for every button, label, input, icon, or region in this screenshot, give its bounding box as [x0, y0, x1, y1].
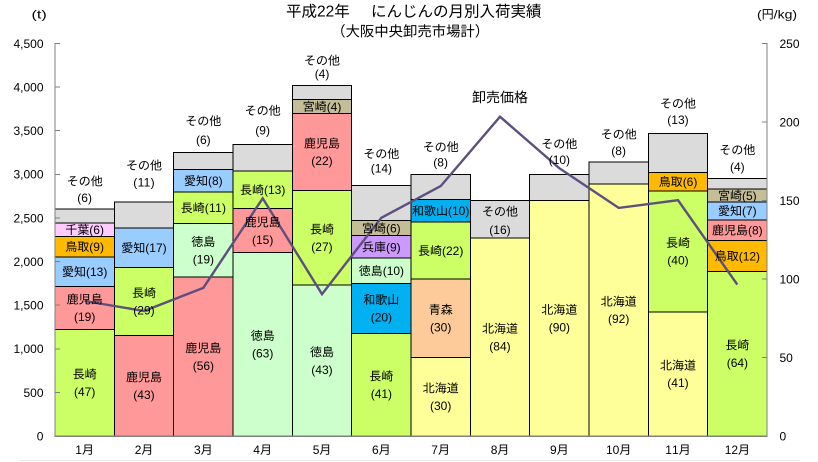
svg-text:11: 11: [665, 443, 679, 457]
svg-text:5: 5: [313, 443, 320, 457]
svg-text:2: 2: [135, 443, 142, 457]
svg-text:(9): (9): [386, 240, 401, 254]
svg-text:0: 0: [37, 429, 44, 443]
svg-text:(22): (22): [311, 154, 332, 168]
svg-text:7: 7: [431, 443, 438, 457]
svg-text:(64): (64): [727, 356, 748, 370]
svg-text:4,500: 4,500: [14, 37, 44, 51]
svg-text:(14): (14): [371, 161, 392, 175]
svg-text:250: 250: [780, 37, 800, 51]
svg-text:4: 4: [253, 443, 260, 457]
svg-text:(30): (30): [430, 399, 451, 413]
svg-text:50: 50: [780, 351, 794, 365]
svg-text:(19): (19): [74, 310, 95, 324]
svg-text:(19): (19): [193, 253, 214, 267]
svg-text:(9): (9): [255, 124, 270, 138]
svg-text:(t): (t): [32, 7, 47, 21]
svg-text:3,000: 3,000: [14, 168, 44, 182]
svg-text:2,000: 2,000: [14, 255, 44, 269]
svg-text:(8): (8): [208, 174, 223, 188]
svg-text:(11): (11): [133, 176, 154, 190]
svg-text:(40): (40): [667, 254, 688, 268]
svg-text:(92): (92): [608, 312, 629, 326]
svg-text:(6): (6): [683, 175, 698, 189]
svg-text:(8): (8): [611, 144, 626, 158]
svg-text:4,000: 4,000: [14, 81, 44, 95]
svg-text:(84): (84): [489, 339, 510, 353]
svg-text:22: 22: [317, 4, 334, 21]
svg-text:(11): (11): [205, 201, 226, 215]
svg-text:(10): (10): [448, 204, 469, 218]
svg-text:(16): (16): [489, 223, 510, 237]
svg-text:(8): (8): [748, 224, 763, 238]
svg-text:6: 6: [372, 443, 379, 457]
svg-text:1,000: 1,000: [14, 342, 44, 356]
svg-text:(13): (13): [667, 113, 688, 127]
svg-text:(7): (7): [742, 204, 757, 218]
svg-text:(: (: [757, 7, 762, 21]
svg-text:(10): (10): [383, 264, 404, 278]
svg-text:(4): (4): [730, 160, 745, 174]
svg-text:2,500: 2,500: [14, 211, 44, 225]
svg-text:0: 0: [780, 429, 787, 443]
svg-text:(43): (43): [133, 388, 154, 402]
svg-text:3,500: 3,500: [14, 124, 44, 138]
svg-text:(90): (90): [549, 320, 570, 334]
svg-text:(6): (6): [89, 223, 104, 237]
svg-text:10: 10: [606, 443, 620, 457]
svg-text:(20): (20): [371, 311, 392, 325]
svg-text:1: 1: [75, 443, 82, 457]
svg-text:(6): (6): [386, 222, 401, 236]
svg-text:200: 200: [780, 115, 800, 129]
svg-text:(13): (13): [264, 183, 285, 197]
svg-text:500: 500: [24, 386, 44, 400]
svg-text:(30): (30): [430, 320, 451, 334]
svg-text:(12): (12): [739, 249, 760, 263]
svg-text:3: 3: [194, 443, 201, 457]
svg-text:(15): (15): [252, 233, 273, 247]
svg-text:(56): (56): [193, 359, 214, 373]
svg-text:(27): (27): [311, 240, 332, 254]
svg-text:(47): (47): [74, 385, 95, 399]
svg-text:(41): (41): [371, 387, 392, 401]
svg-text:/kg): /kg): [774, 7, 797, 21]
svg-text:(13): (13): [86, 265, 107, 279]
svg-text:(63): (63): [252, 346, 273, 360]
svg-text:(17): (17): [145, 241, 166, 255]
svg-text:(8): (8): [433, 155, 448, 169]
svg-text:(43): (43): [311, 363, 332, 377]
svg-text:9: 9: [550, 443, 557, 457]
svg-text:(4): (4): [315, 67, 330, 81]
svg-text:8: 8: [491, 443, 498, 457]
svg-text:(29): (29): [133, 304, 154, 318]
svg-text:(22): (22): [442, 244, 463, 258]
svg-text:(6): (6): [196, 133, 211, 147]
svg-text:12: 12: [725, 443, 739, 457]
svg-text:150: 150: [780, 194, 800, 208]
svg-text:(41): (41): [667, 376, 688, 390]
svg-text:(6): (6): [77, 191, 92, 205]
svg-text:100: 100: [780, 272, 800, 286]
svg-text:1,500: 1,500: [14, 299, 44, 313]
svg-text:(10): (10): [549, 153, 570, 167]
svg-text:(9): (9): [89, 240, 104, 254]
svg-text:(4): (4): [327, 100, 342, 114]
svg-text:(5): (5): [742, 189, 757, 203]
